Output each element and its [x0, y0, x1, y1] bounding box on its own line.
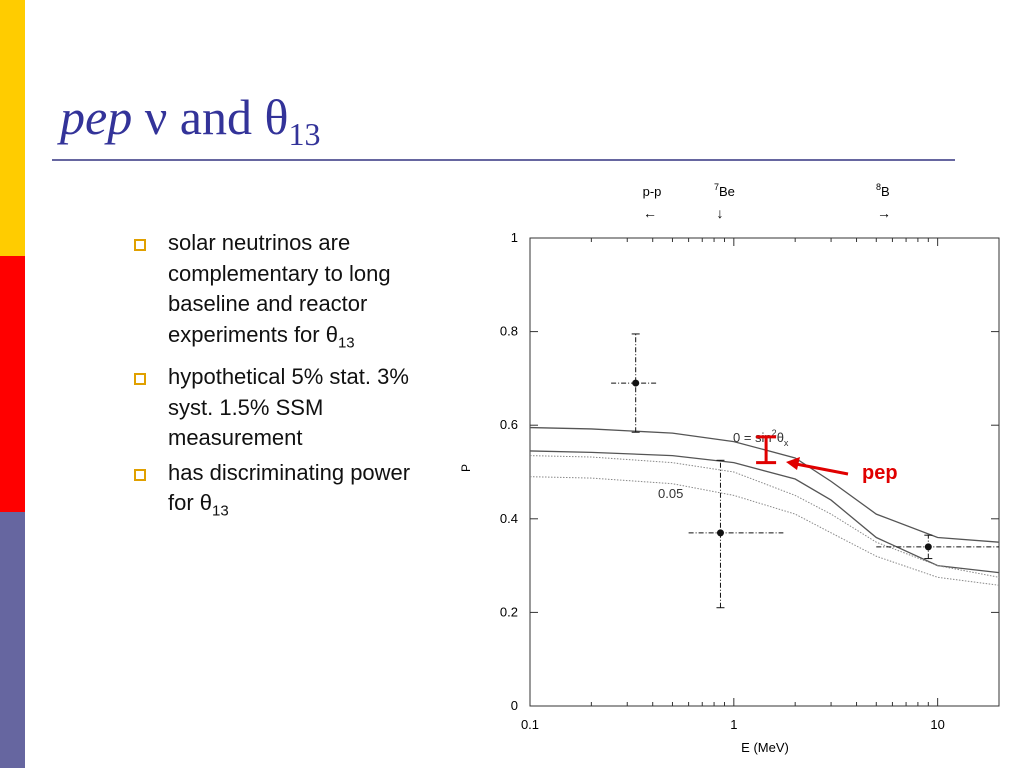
y-tick-label: 0.2	[500, 604, 518, 619]
title-sub: 13	[288, 116, 321, 152]
slide-title: pep ν and θ13	[60, 88, 320, 153]
curve-label-sub: x	[784, 438, 789, 448]
plot-frame	[529, 237, 1000, 707]
curve	[529, 476, 1000, 586]
y-axis-label: P	[459, 464, 473, 472]
x-tick-label: 10	[930, 717, 944, 732]
top-label: 7Be	[714, 182, 735, 199]
top-arrow: →	[877, 205, 891, 221]
bullet: has discriminating power for θ13	[130, 458, 430, 527]
accent-bar	[0, 512, 25, 768]
y-tick-label: 0.6	[500, 417, 518, 432]
curve-label-text: 0 = sin	[733, 430, 772, 445]
y-tick-label: 1	[511, 230, 518, 245]
top-sup: 7	[714, 182, 719, 192]
x-axis-label: E (MeV)	[741, 740, 789, 755]
data-point	[924, 543, 932, 551]
curve	[529, 450, 1000, 574]
top-arrow: ↓	[717, 205, 724, 221]
y-tick-label: 0	[511, 698, 518, 713]
y-tick-label: 0.8	[500, 324, 518, 339]
curve	[529, 455, 1000, 578]
annotation-label: pep	[862, 462, 898, 484]
bullet: hypothetical 5% stat. 3% syst. 1.5% SSM …	[130, 362, 430, 454]
bullet-text: solar neutrinos are complementary to lon…	[168, 230, 391, 347]
title-text: ν and θ	[132, 89, 289, 145]
bullet: solar neutrinos are complementary to lon…	[130, 228, 430, 358]
top-text: Be	[719, 184, 735, 199]
annotation-arrow	[795, 462, 849, 476]
data-point	[716, 529, 724, 537]
accent-bar	[0, 256, 25, 512]
top-text: B	[881, 184, 890, 199]
data-point	[632, 379, 640, 387]
title-rule	[52, 159, 955, 161]
accent-bar	[0, 0, 25, 256]
curve	[529, 426, 1000, 543]
bullet-text: has discriminating power for θ	[168, 459, 411, 516]
title-italic: pep	[60, 89, 133, 145]
top-arrow: ←	[643, 205, 657, 221]
bullet-sub: 13	[212, 502, 229, 520]
top-label: 8B	[876, 182, 890, 199]
annotation-arrowhead	[786, 457, 800, 470]
bullet-text: hypothetical 5% stat. 3% syst. 1.5% SSM …	[168, 364, 409, 451]
bullet-sub: 13	[337, 333, 355, 351]
curve-label: 0 = sin2θx	[733, 428, 789, 448]
curve-label-sup: 2	[772, 428, 777, 438]
top-sup: 8	[876, 182, 881, 192]
x-tick-label: 0.1	[521, 717, 539, 732]
curve-label: 0.05	[658, 486, 683, 501]
top-label: p-p	[643, 184, 662, 199]
curve-label-mid: θ	[777, 430, 784, 445]
y-tick-label: 0.4	[500, 511, 518, 526]
bullet-list: solar neutrinos are complementary to lon…	[130, 228, 430, 531]
x-tick-label: 1	[730, 717, 737, 732]
